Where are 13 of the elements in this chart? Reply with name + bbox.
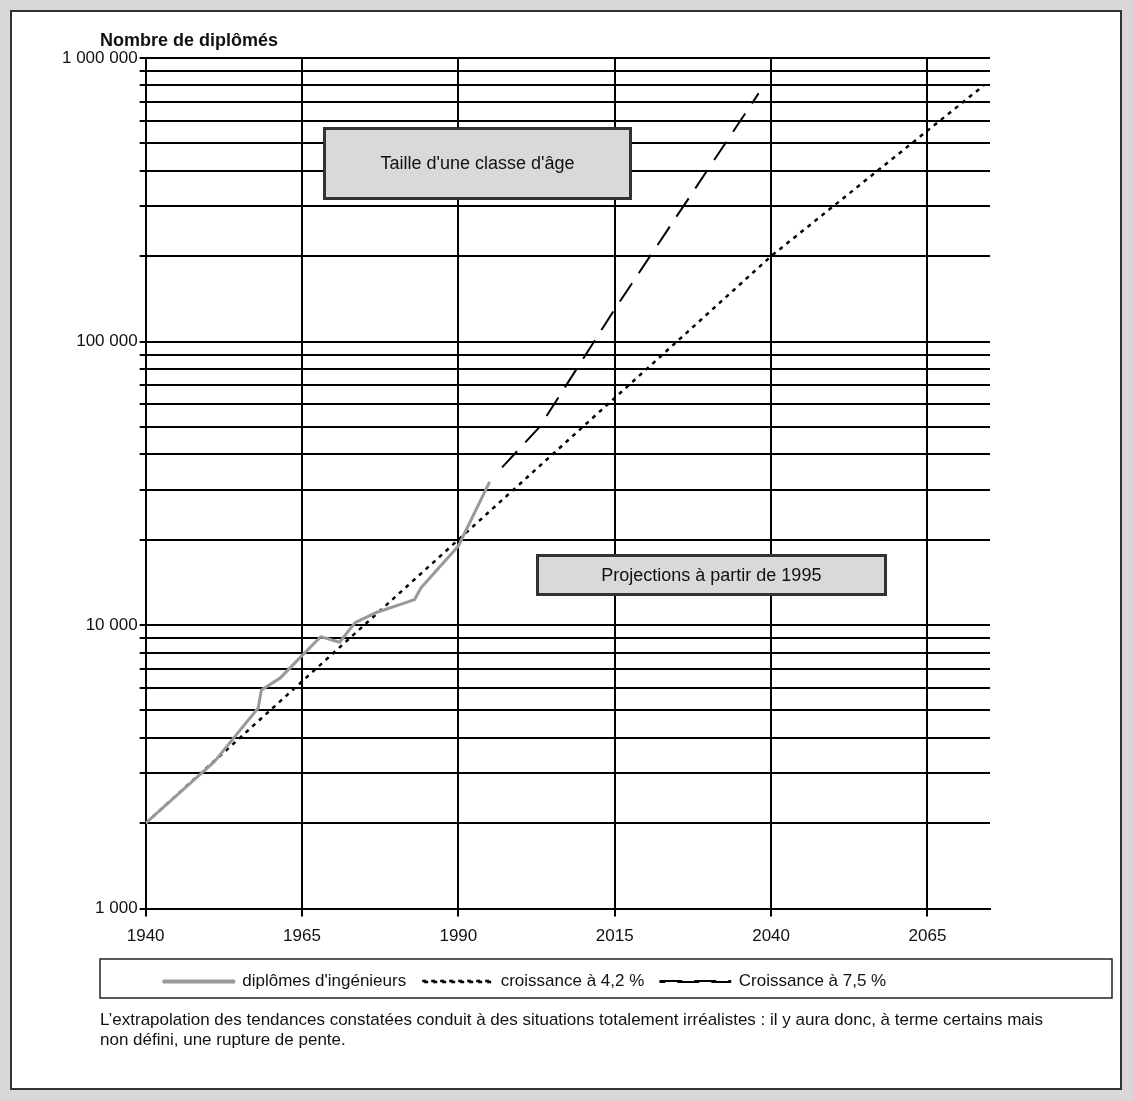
y-tick-label: 1 000 <box>95 898 138 918</box>
y-tick-label: 100 000 <box>76 331 138 351</box>
legend-label: Croissance à 7,5 % <box>738 971 887 991</box>
legend-label: diplômes d'ingénieurs <box>242 971 407 991</box>
x-tick-label: 1990 <box>439 926 478 946</box>
x-tick-label: 2040 <box>752 926 790 946</box>
text: L’extrapolation des tendances constatées conduit à des situations totalement irréalistes : il y aura donc, à terme certains mais non défini, une rupture de pente. <box>100 1010 1045 1050</box>
legend-label: croissance à 4,2 % <box>500 971 645 991</box>
y-tick-label: 10 000 <box>85 614 138 634</box>
x-tick-label: 2065 <box>908 926 947 946</box>
x-tick-label: 1940 <box>126 926 165 946</box>
x-tick-label: 1965 <box>283 926 321 946</box>
x-tick-label: 2015 <box>595 926 634 946</box>
